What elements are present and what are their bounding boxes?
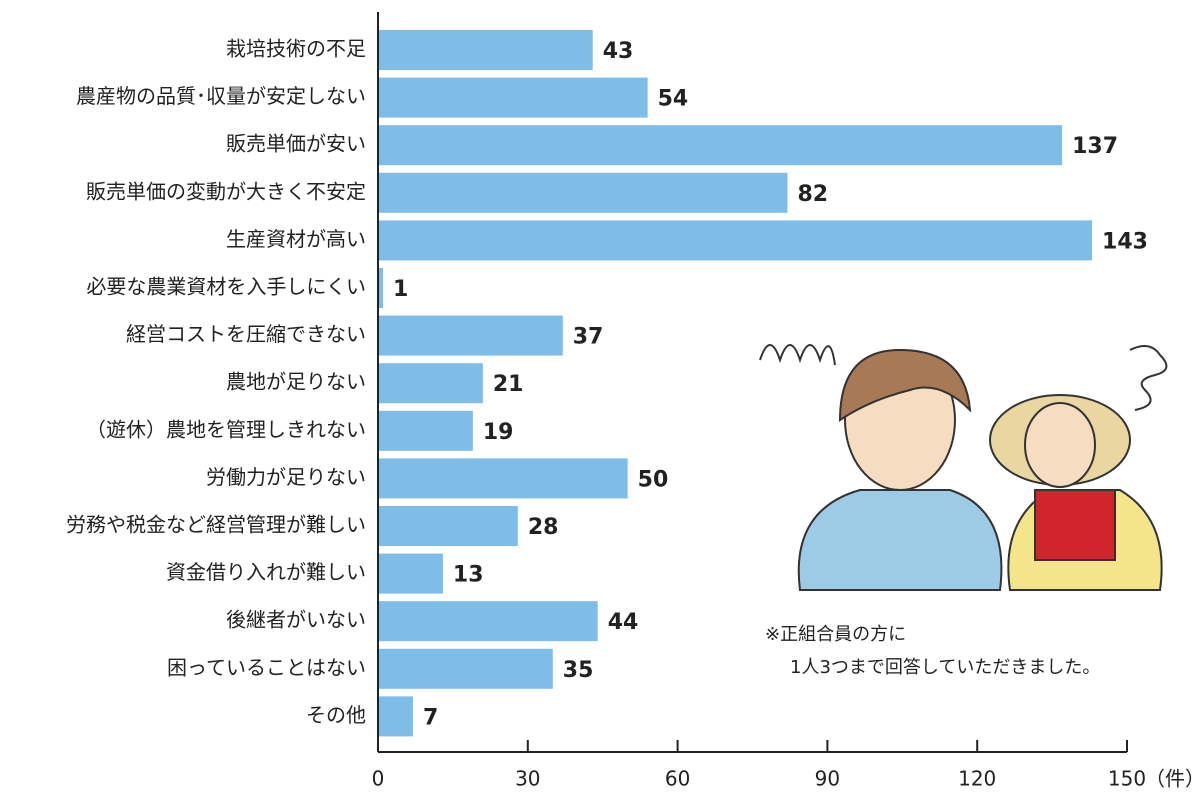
x-tick-label: 150 xyxy=(1108,767,1146,791)
category-label: その他 xyxy=(306,703,366,727)
category-label: 資金借り入れが難しい xyxy=(166,560,366,584)
worry-squiggle xyxy=(1130,346,1166,410)
bar xyxy=(378,30,593,70)
category-label: 経営コストを圧縮できない xyxy=(126,322,366,346)
value-label: 143 xyxy=(1102,229,1148,254)
bar xyxy=(378,601,598,641)
value-label: 28 xyxy=(528,515,559,540)
illustration xyxy=(760,345,1166,590)
person-body xyxy=(799,490,1002,590)
bar xyxy=(378,78,648,118)
value-label: 50 xyxy=(638,467,669,492)
value-label: 54 xyxy=(658,87,689,112)
bar xyxy=(378,363,483,403)
category-label: 販売単価が安い xyxy=(226,132,366,156)
value-label: 44 xyxy=(608,610,639,635)
category-label: 労働力が足りない xyxy=(206,465,366,489)
bar xyxy=(378,458,628,498)
bar xyxy=(378,411,473,451)
chart: 栽培技術の不足43農産物の品質･収量が安定しない54販売単価が安い137販売単価… xyxy=(0,0,1196,796)
category-label: 栽培技術の不足 xyxy=(226,37,366,61)
x-tick-label: 0 xyxy=(372,767,385,791)
bar xyxy=(378,220,1092,260)
category-label: （遊休）農地を管理しきれない xyxy=(86,417,366,441)
x-tick-label: 120 xyxy=(958,767,996,791)
x-tick-label: 90 xyxy=(815,767,840,791)
value-label: 21 xyxy=(493,372,524,397)
worry-squiggle xyxy=(760,345,835,365)
bar xyxy=(378,554,443,594)
value-label: 43 xyxy=(603,39,634,64)
value-label: 7 xyxy=(423,705,438,730)
value-label: 137 xyxy=(1072,134,1118,159)
x-tick-label: 30 xyxy=(515,767,540,791)
category-label: 農地が足りない xyxy=(226,370,366,394)
bar xyxy=(378,506,518,546)
value-label: 13 xyxy=(453,563,484,588)
person-head xyxy=(1025,403,1095,487)
page: {"chart_data": {"type": "bar", "orientat… xyxy=(0,0,1196,796)
person-vest xyxy=(1035,490,1115,560)
value-label: 35 xyxy=(563,658,594,683)
category-label: 生産資材が高い xyxy=(226,227,366,251)
bar xyxy=(378,649,553,689)
value-label: 37 xyxy=(573,325,604,350)
category-label: 労務や税金など経営管理が難しい xyxy=(66,513,366,537)
bar xyxy=(378,173,787,213)
category-label: 必要な農業資材を入手しにくい xyxy=(86,275,366,299)
category-label: 困っていることはない xyxy=(167,655,366,679)
value-label: 19 xyxy=(483,420,514,445)
category-label: 農産物の品質･収量が安定しない xyxy=(76,84,366,108)
x-tick-label: 60 xyxy=(665,767,690,791)
annotation: 1人3つまで回答していただきました。 xyxy=(790,657,1100,678)
bar xyxy=(378,316,563,356)
annotation: ※正組合員の方に xyxy=(765,624,906,645)
value-label: 1 xyxy=(393,277,408,302)
value-label: 82 xyxy=(797,182,828,207)
x-axis-unit: （件） xyxy=(1145,767,1196,791)
category-label: 販売単価の変動が大きく不安定 xyxy=(86,179,366,203)
bar xyxy=(378,125,1062,165)
bar xyxy=(378,696,413,736)
category-label: 後継者がいない xyxy=(226,608,366,632)
